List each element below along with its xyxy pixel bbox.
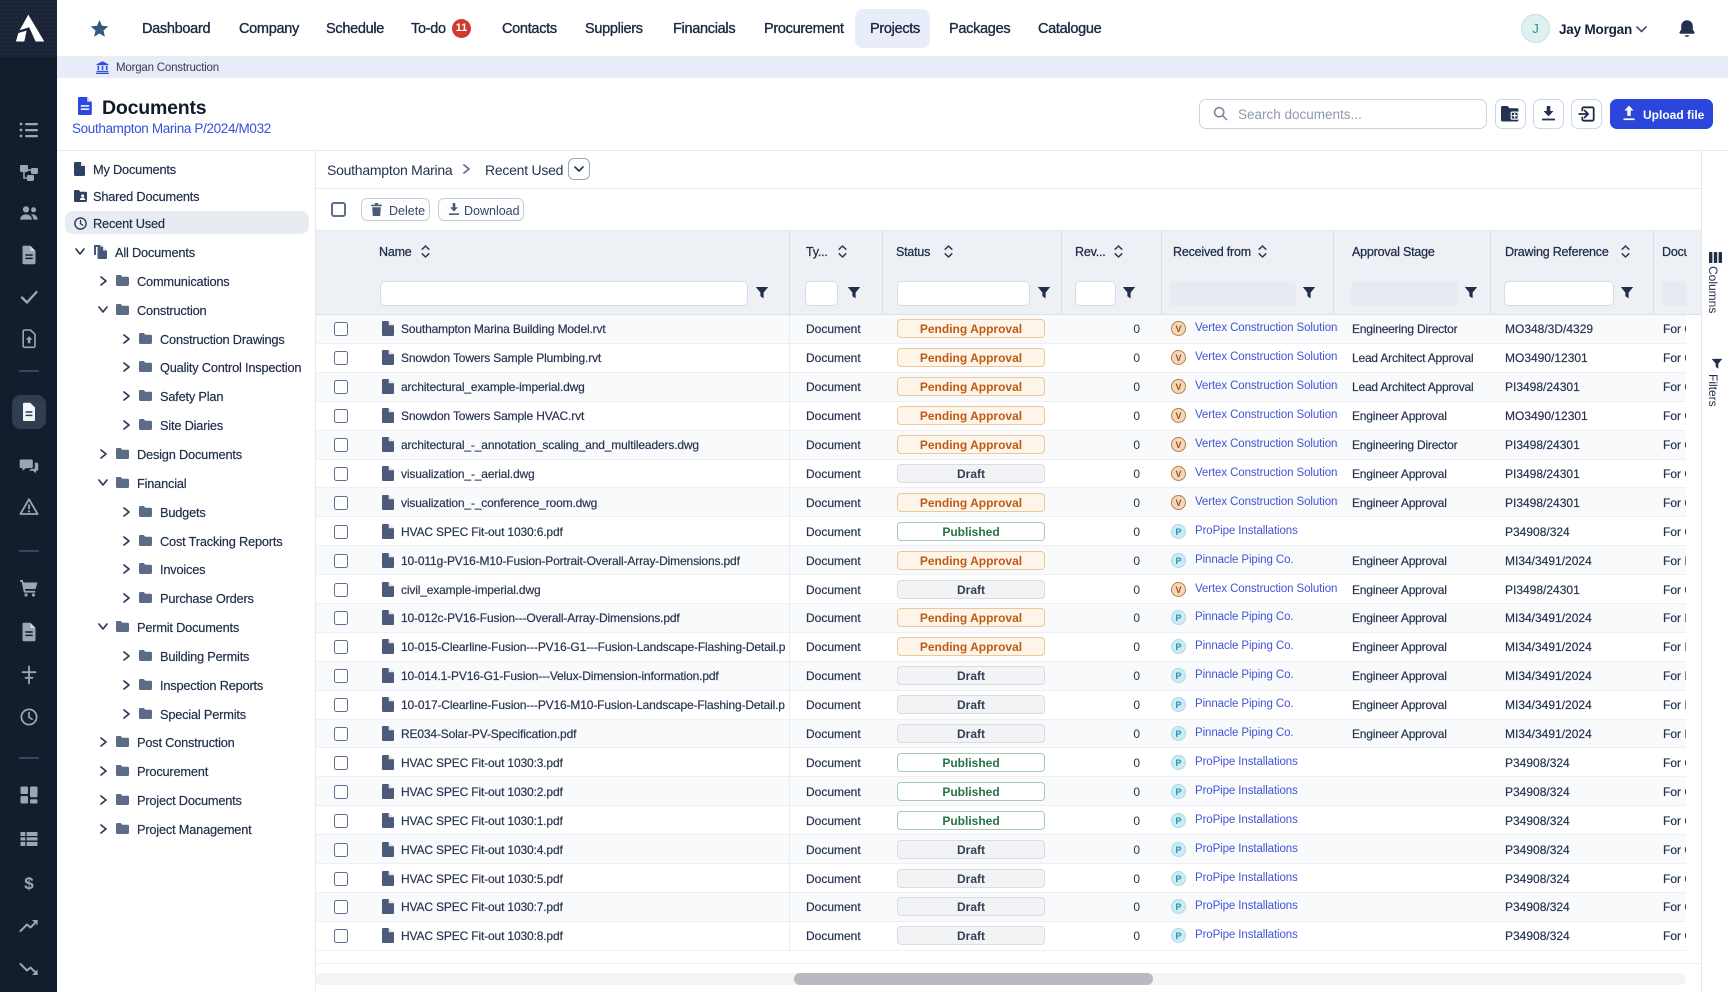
svg-text:$: $ xyxy=(24,874,34,893)
